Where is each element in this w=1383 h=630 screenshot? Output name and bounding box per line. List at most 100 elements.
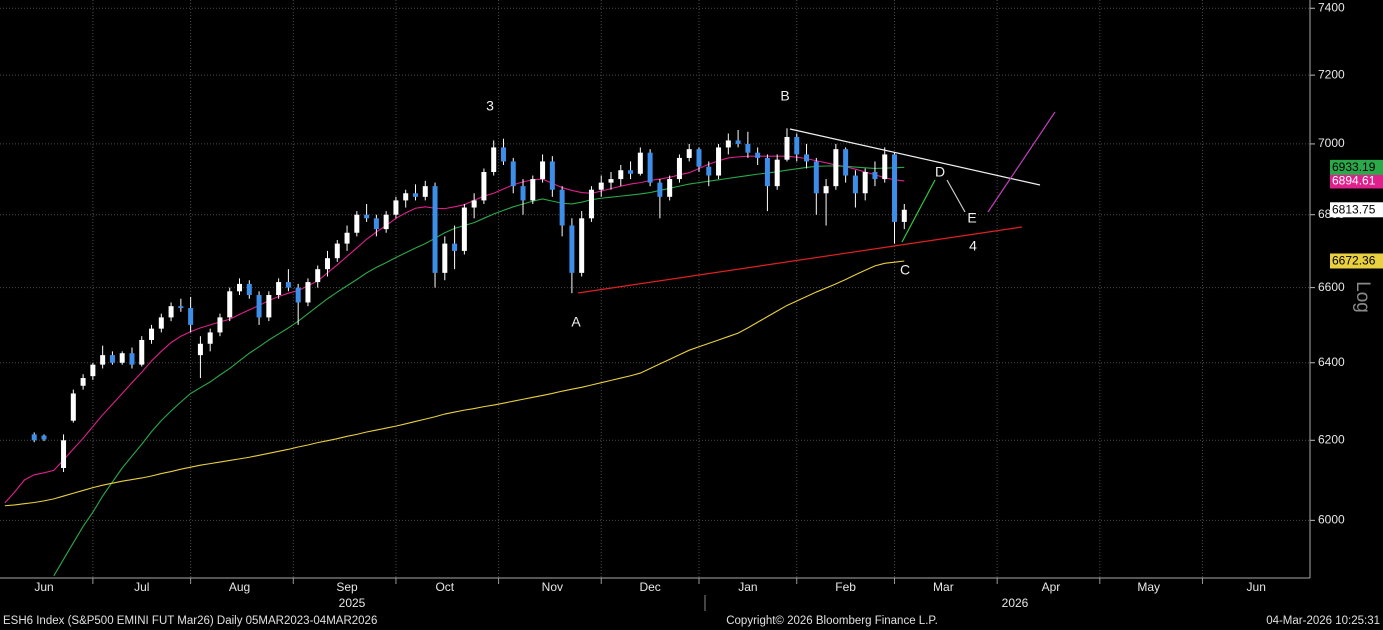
candle-body — [510, 161, 516, 187]
candle-body — [686, 149, 692, 158]
candle-body — [266, 295, 272, 318]
candle-body — [540, 161, 546, 180]
y-tick-label: 6200 — [1318, 432, 1345, 446]
candle-body — [882, 154, 888, 180]
x-tick-label: Nov — [542, 580, 563, 594]
last-value-label: 6894.61 — [1332, 174, 1376, 188]
candle-body — [716, 147, 722, 176]
candle-body — [227, 291, 233, 318]
candle-body — [471, 200, 477, 208]
candle-body — [256, 295, 262, 318]
candle-body — [325, 258, 330, 270]
x-tick-label: Mar — [933, 580, 954, 594]
candle-body — [31, 434, 37, 441]
candle-body — [422, 186, 428, 197]
y-tick-label: 7000 — [1318, 136, 1345, 150]
x-tick-label: Jan — [738, 580, 757, 594]
candle-body — [119, 353, 125, 363]
candle-body — [569, 225, 575, 273]
annotation: D — [935, 164, 945, 180]
wave-line — [946, 179, 966, 213]
candle-body — [637, 152, 643, 174]
grid: 60006200640066006800700072007400JunJulAu… — [0, 0, 1345, 594]
candle-body — [530, 179, 536, 201]
y-tick-label: 6400 — [1318, 355, 1345, 369]
candle-body — [676, 157, 682, 180]
candle-body — [559, 189, 565, 226]
x-tick-label: May — [1137, 580, 1160, 594]
candle-body — [862, 171, 868, 194]
candle-body — [354, 214, 360, 233]
footer-center: Copyright© 2026 Bloomberg Finance L.P. — [726, 615, 938, 627]
year-label: 2025 — [339, 596, 366, 610]
resistance-line — [789, 128, 1041, 186]
candle-body — [794, 136, 800, 155]
candle-body — [696, 149, 702, 167]
candle-body — [598, 182, 604, 190]
candle-body — [432, 186, 438, 273]
y-tick-label: 6600 — [1318, 280, 1345, 294]
candle-body — [295, 287, 301, 303]
candle-body — [579, 218, 585, 273]
candle-body — [276, 282, 282, 296]
candle-body — [246, 283, 252, 296]
candle-body — [70, 393, 76, 421]
candle-body — [755, 152, 761, 158]
annotation: 4 — [969, 238, 977, 254]
x-tick-label: Jun — [1247, 580, 1266, 594]
candle-body — [442, 243, 448, 273]
candle-body — [657, 182, 663, 197]
candle-body — [334, 243, 340, 259]
annotation: E — [967, 210, 976, 226]
candle-body — [461, 207, 467, 251]
candle-body — [41, 435, 47, 440]
wave-line — [901, 179, 936, 243]
y-tick-label: 7200 — [1318, 67, 1345, 81]
x-tick-label: Apr — [1042, 580, 1061, 594]
candle-body — [667, 179, 673, 197]
year-label: 2026 — [1002, 596, 1029, 610]
candle-body — [158, 317, 164, 329]
candle-body — [305, 282, 311, 303]
candle-body — [628, 170, 634, 174]
candle-body — [774, 159, 780, 187]
candle-body — [217, 317, 223, 333]
x-tick-label: Aug — [229, 580, 250, 594]
last-value-label: 6933.19 — [1332, 160, 1376, 174]
candle-body — [491, 147, 497, 172]
x-tick-label: Feb — [835, 580, 856, 594]
annotation: 3 — [486, 98, 494, 114]
candle-body — [80, 378, 86, 386]
candle-body — [608, 179, 614, 183]
candle-body — [520, 186, 526, 201]
candle-body — [647, 152, 653, 183]
candle-body — [735, 140, 741, 144]
candle-body — [139, 339, 145, 365]
candle-body — [61, 440, 67, 469]
candle-body — [764, 157, 770, 187]
last-value-label: 6813.75 — [1332, 202, 1376, 216]
candle-body — [90, 364, 96, 377]
candle-body — [500, 147, 506, 162]
candle-body — [373, 218, 379, 230]
candle-body — [852, 175, 858, 194]
candle-body — [237, 283, 243, 292]
candle-body — [207, 332, 213, 344]
candle-body — [412, 193, 418, 197]
last-value-label: 6672.36 — [1332, 254, 1376, 268]
last-value-box — [1330, 202, 1383, 218]
candle-body — [813, 161, 819, 194]
last-value-box — [1330, 159, 1383, 175]
candle-body — [784, 136, 790, 160]
candle-body — [315, 269, 321, 283]
axis-label: Log — [1352, 281, 1373, 313]
annotation: A — [571, 314, 581, 330]
candle-body — [393, 200, 399, 215]
candle-body — [618, 170, 624, 180]
x-tick-label: Sep — [336, 580, 358, 594]
annotation: C — [900, 262, 910, 278]
candle-body — [178, 306, 184, 309]
candle-body — [745, 143, 751, 153]
